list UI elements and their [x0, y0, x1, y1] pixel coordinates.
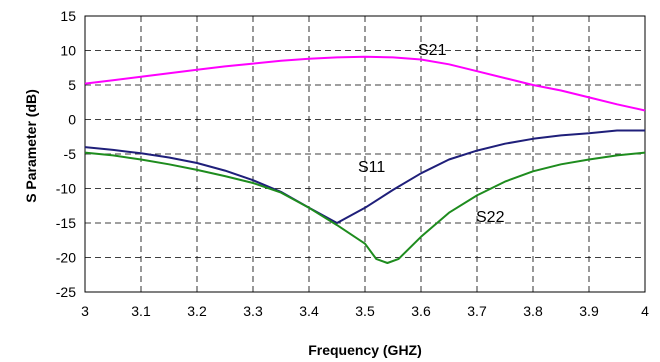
- x-tick-label: 3.9: [579, 303, 599, 319]
- series-label-s22: S22: [476, 209, 505, 226]
- y-tick-label: -5: [64, 146, 77, 162]
- x-tick-label: 3.7: [467, 303, 487, 319]
- y-tick-label: 0: [68, 112, 76, 128]
- y-tick-label: -25: [56, 284, 76, 300]
- x-tick-label: 3.1: [131, 303, 151, 319]
- x-tick-label: 3: [81, 303, 89, 319]
- series-line-s21: [84, 55, 646, 112]
- series-label-s11: S11: [358, 159, 385, 176]
- series-line-s22: [84, 151, 646, 264]
- x-tick-label: 3.8: [523, 303, 543, 319]
- x-tick-label: 3.3: [243, 303, 263, 319]
- axes-layer: [84, 15, 646, 293]
- x-axis-title: Frequency (GHZ): [308, 342, 422, 358]
- grid-layer: [85, 16, 645, 292]
- y-tick-label: 10: [60, 43, 76, 59]
- series-layer: [84, 55, 646, 264]
- tick-layer: 3 3.1 3.2 3.3 3.4 3.5 3.6 3.7 3.8 3.9 4 15 10 5 0 -5 -10…: [56, 8, 649, 319]
- y-tick-label: -10: [56, 181, 76, 197]
- y-tick-label: 15: [60, 8, 76, 24]
- x-tick-label: 3.2: [187, 303, 207, 319]
- y-tick-label: -15: [56, 215, 76, 231]
- x-tick-label: 4: [641, 303, 649, 319]
- series-label-s21: S21: [418, 42, 447, 59]
- x-tick-label: 3.4: [299, 303, 319, 319]
- x-tick-label: 3.6: [411, 303, 431, 319]
- plot-frame: [84, 15, 646, 293]
- x-tick-label: 3.5: [355, 303, 375, 319]
- series-line-s11: [84, 129, 645, 224]
- y-tick-label: 5: [68, 77, 76, 93]
- y-tick-label: -20: [56, 250, 76, 266]
- y-axis-title: S Parameter (dB): [23, 89, 39, 203]
